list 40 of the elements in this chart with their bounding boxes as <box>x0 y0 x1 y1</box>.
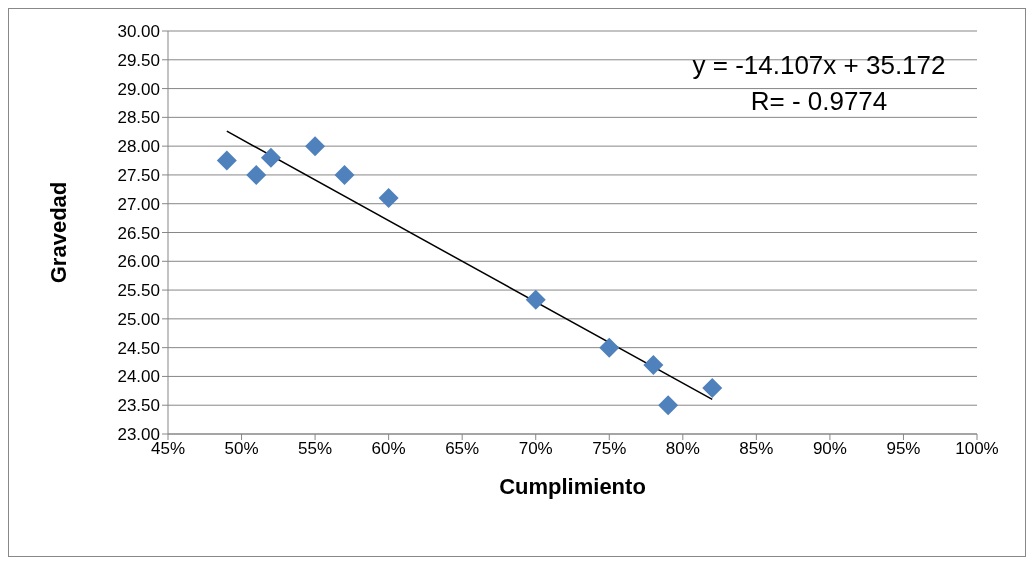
x-tick-label: 100% <box>955 439 999 459</box>
point <box>216 150 237 171</box>
x-tick-label: 60% <box>371 439 406 459</box>
y-tick-label: 29.50 <box>117 50 160 70</box>
y-tick-label: 28.00 <box>117 137 160 157</box>
y-tick-label: 26.00 <box>117 252 160 272</box>
point <box>378 187 399 208</box>
x-tick-label: 95% <box>886 439 921 459</box>
y-tick-label: 25.00 <box>117 309 160 329</box>
y-tick-label: 24.00 <box>117 367 160 387</box>
point <box>643 354 664 375</box>
x-tick-label: 85% <box>739 439 774 459</box>
y-axis-title: Gravedad <box>45 181 71 284</box>
y-tick-label: 24.50 <box>117 338 160 358</box>
x-axis-title: Cumplimiento <box>499 474 646 499</box>
x-tick-label: 65% <box>445 439 480 459</box>
y-tick-label: 26.50 <box>117 223 160 243</box>
x-tick-label: 70% <box>518 439 553 459</box>
point <box>260 147 281 168</box>
x-tick-label: 75% <box>592 439 627 459</box>
annotation: R= - 0.9774 <box>749 85 889 118</box>
x-tick-label: 90% <box>812 439 847 459</box>
point <box>334 164 355 185</box>
y-tick-label: 30.00 <box>117 22 160 42</box>
x-tick-label: 80% <box>665 439 700 459</box>
y-tick-label: 28.50 <box>117 108 160 128</box>
point <box>525 289 546 310</box>
point <box>658 395 679 416</box>
x-tick-label: 50% <box>224 439 259 459</box>
y-tick-label: 29.00 <box>117 79 160 99</box>
y-tick-label: 27.50 <box>117 165 160 185</box>
y-tick-label: 25.50 <box>117 281 160 301</box>
point <box>305 136 326 157</box>
y-tick-label: 27.00 <box>117 194 160 214</box>
x-tick-label: 55% <box>298 439 333 459</box>
point <box>599 337 620 358</box>
point <box>246 164 267 185</box>
annotation: y = -14.107x + 35.172 <box>691 49 947 82</box>
y-tick-label: 23.50 <box>117 396 160 416</box>
point <box>702 377 723 398</box>
